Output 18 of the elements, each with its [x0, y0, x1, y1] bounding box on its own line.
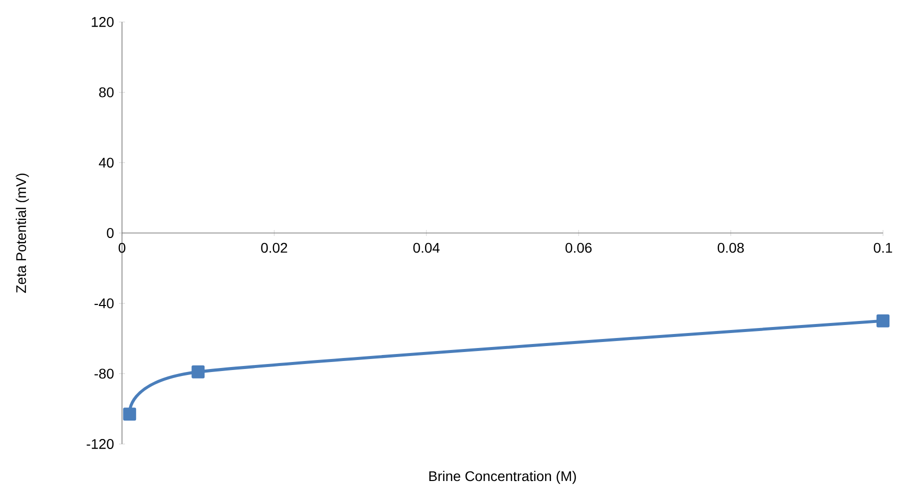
- x-tick-label: 0.04: [413, 242, 440, 253]
- y-tick-label: -40: [94, 298, 114, 308]
- point: [876, 314, 890, 328]
- point: [123, 408, 136, 421]
- y-tick-label: -80: [94, 368, 114, 379]
- y-tick-label: 40: [98, 158, 114, 168]
- point: [192, 365, 205, 378]
- y-axis-title: Zeta Potential (mV): [16, 174, 29, 293]
- x-tick-label: 0.1: [874, 242, 892, 253]
- y-tick-label: 0: [106, 228, 114, 238]
- x-tick-label: 0.06: [566, 242, 592, 253]
- y-tick-label: 80: [99, 87, 114, 98]
- x-axis-title: Brine Concentration (M): [429, 470, 576, 484]
- x-tick-label: 0: [118, 242, 126, 253]
- y-tick-label: 120: [92, 17, 114, 27]
- x-tick-label: 0.02: [261, 242, 288, 253]
- y-tick-label: -120: [86, 439, 114, 449]
- x-tick-label: 0.08: [718, 242, 744, 253]
